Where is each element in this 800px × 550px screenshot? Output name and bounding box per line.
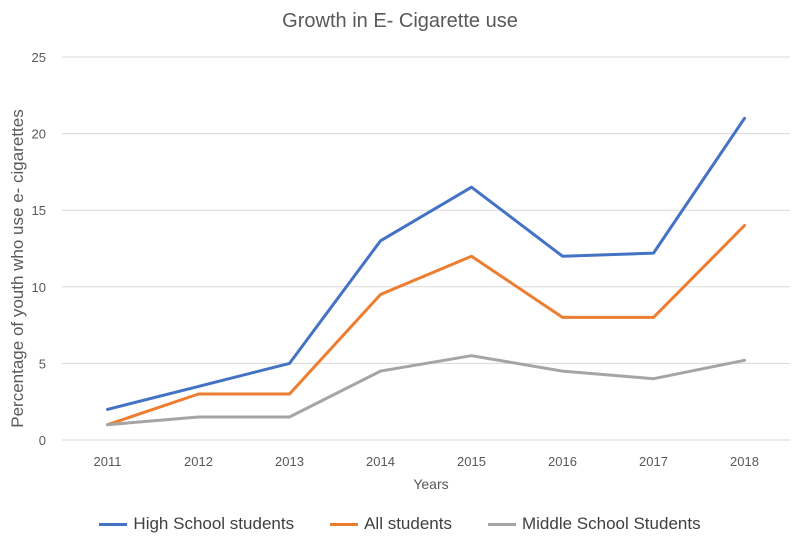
legend-item-high-school: High School students bbox=[99, 514, 294, 534]
x-tick-label: 2015 bbox=[457, 454, 486, 469]
legend-item-middle-school: Middle School Students bbox=[487, 514, 701, 534]
chart-title: Growth in E- Cigarette use bbox=[282, 10, 518, 32]
x-tick-label: 2014 bbox=[366, 454, 395, 469]
legend-label-all-students: All students bbox=[364, 514, 452, 533]
x-tick-label: 2012 bbox=[184, 454, 213, 469]
legend-swatch-all-students bbox=[330, 522, 359, 526]
series-line-1 bbox=[106, 224, 746, 427]
legend-label-high-school: High School students bbox=[133, 514, 295, 533]
y-axis-title: Percentage of youth who use e- cigarette… bbox=[8, 109, 27, 427]
y-tick-label: 10 bbox=[32, 280, 46, 295]
y-tick-label: 5 bbox=[39, 356, 46, 371]
legend-label-middle-school: Middle School Students bbox=[521, 514, 701, 533]
x-tick-label: 2018 bbox=[730, 454, 759, 469]
legend-swatch-high-school bbox=[99, 522, 128, 526]
x-tick-label: 2016 bbox=[548, 454, 577, 469]
x-tick-label: 2011 bbox=[94, 454, 122, 469]
y-tick-label: 0 bbox=[39, 433, 46, 448]
legend-swatch-middle-school bbox=[487, 522, 516, 526]
series-line-0 bbox=[106, 116, 746, 411]
x-axis-title: Years bbox=[413, 476, 448, 492]
x-tick-label: 2017 bbox=[639, 454, 668, 469]
legend: High School students All students Middle… bbox=[0, 514, 800, 534]
series-line-2 bbox=[106, 354, 746, 427]
legend-item-all-students: All students bbox=[330, 514, 452, 534]
y-tick-label: 25 bbox=[32, 50, 46, 65]
y-tick-label: 20 bbox=[32, 127, 46, 142]
x-tick-label: 2013 bbox=[275, 454, 304, 469]
y-tick-label: 15 bbox=[32, 203, 46, 218]
